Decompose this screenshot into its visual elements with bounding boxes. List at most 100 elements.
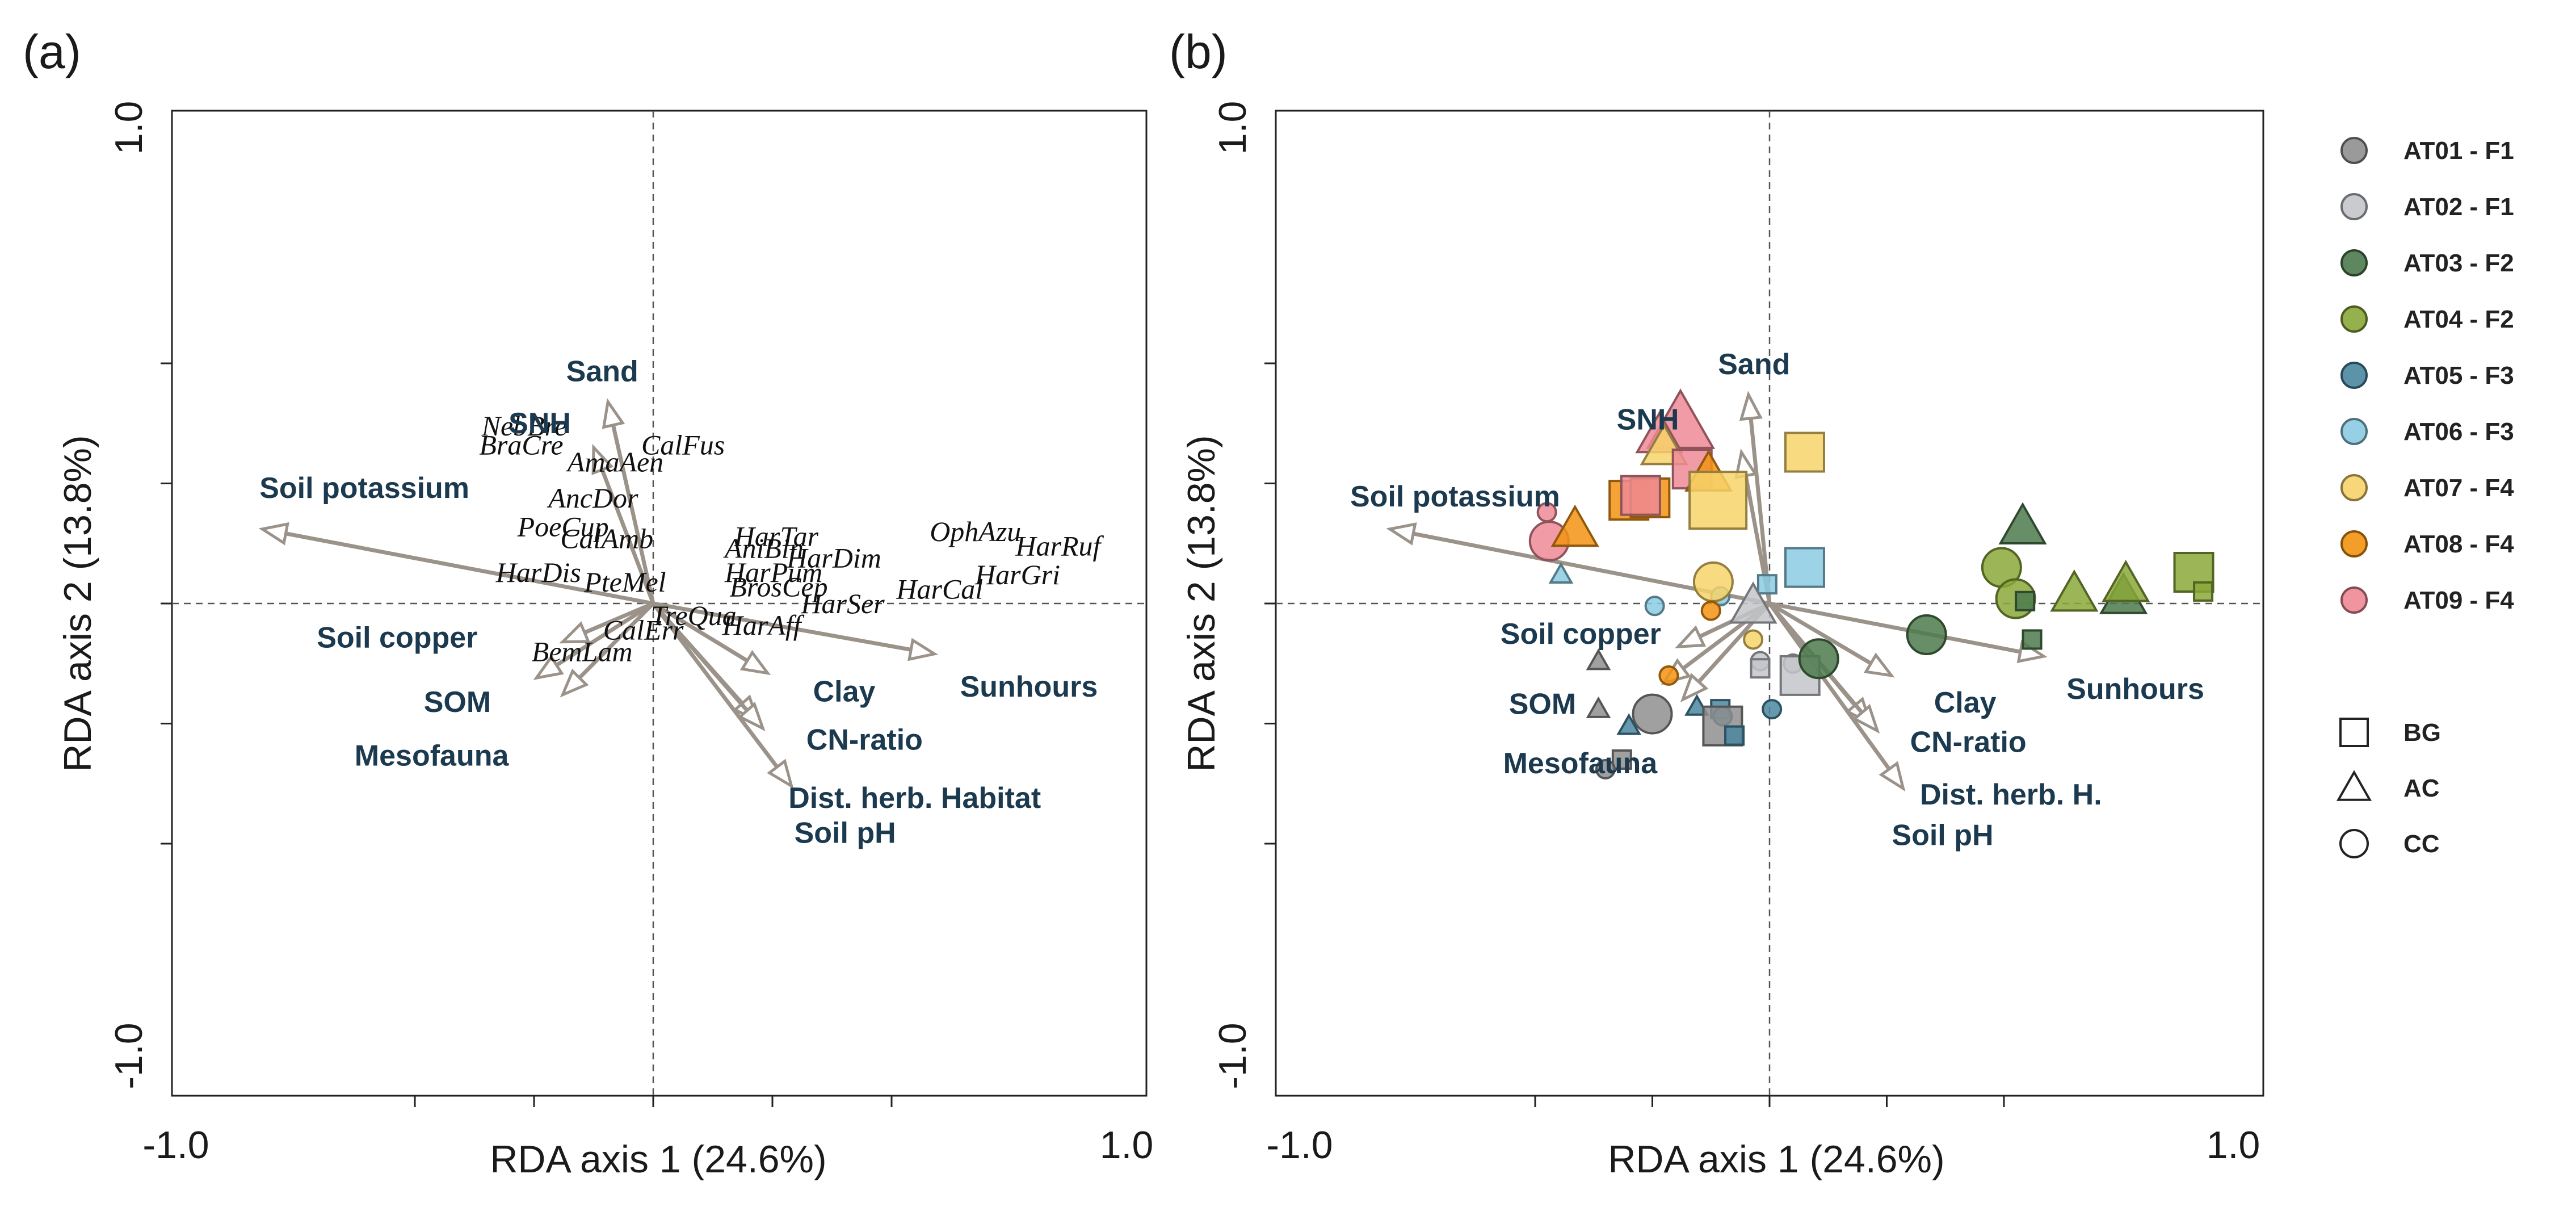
panel-b: (b) -1.0 1.0 1.0 -1.0 RDA axis 1 (24.6%)…	[1169, 25, 2264, 1181]
panel-a-ylabel: RDA axis 2 (13.8%)	[56, 435, 99, 772]
legend-marker-cc	[2339, 829, 2369, 858]
species-label-bemlam: BemLam	[532, 636, 633, 668]
legend-label-at03-f2: AT03 - F2	[2403, 249, 2514, 277]
panel-a-arrow-sunhours	[653, 601, 911, 652]
species-label-hardis: HarDis	[495, 556, 581, 588]
species-label-trequa: TreQua	[651, 600, 737, 631]
legend-marker-at04-f2	[2340, 305, 2368, 333]
point-at02-f1-triangle	[1729, 581, 1777, 624]
species-label-anibin: AniBin	[723, 533, 804, 564]
species-label-ancdor: AncDor	[547, 482, 638, 514]
panel-b-label-soil-copper: Soil copper	[1501, 618, 1661, 651]
panel-b-arrow-sand	[1749, 418, 1772, 604]
legend-marker-bg	[2339, 718, 2369, 747]
panel-a-arrow-snh	[600, 469, 655, 605]
panel-b-points	[1528, 388, 2214, 779]
point-at03-f2-circle	[1906, 614, 1947, 655]
legend-marker-at02-f1	[2340, 193, 2368, 220]
panel-b-arrow-clay	[1768, 601, 1872, 665]
panel-a-label-sand: Sand	[566, 355, 638, 388]
point-at06-f3-triangle	[1548, 561, 1574, 584]
point-at01-f1-circle	[1595, 758, 1616, 779]
panel-a-ytick-max: 1.0	[107, 101, 150, 155]
point-at06-f3-square	[1784, 547, 1825, 588]
point-at05-f3-square	[1724, 725, 1745, 746]
panel-b-arrowhead-soil-potassium	[1386, 522, 1417, 546]
legend-marker-at08-f4	[2340, 530, 2368, 558]
panel-a-arrowhead-clay	[739, 649, 771, 676]
point-at03-f2-circle	[1798, 638, 1839, 680]
legend: AT01 - F1 AT02 - F1 AT03 - F2 AT04 - F2 AT05…	[2336, 137, 2514, 858]
point-at01-f1-triangle	[1586, 696, 1611, 718]
species-label-calerr: CalErr	[603, 614, 684, 646]
panel-b-arrowhead-soil-copper	[1674, 625, 1707, 648]
legend-marker-at01-f1	[2340, 137, 2368, 164]
panel-a-label-clay: Clay	[813, 676, 876, 709]
panel-b-label-sand: Sand	[1718, 348, 1790, 381]
panel-a-arrow-soil-copper	[583, 601, 654, 635]
legend-marker-at06-f3	[2340, 418, 2368, 445]
point-at08-f4-triangle	[1550, 504, 1599, 547]
panel-b-label-snh: SNH	[1617, 404, 1679, 437]
species-label-harser: HarSer	[800, 588, 885, 619]
panel-b-arrow-soil-ph	[1768, 602, 1891, 770]
panel-a-arrowhead-sunhours	[907, 638, 939, 661]
panel-a-arrowhead-dist-herb-habitat	[737, 701, 766, 731]
point-at05-f3-triangle	[1616, 713, 1642, 735]
panel-b-arrowhead-sand	[1739, 391, 1763, 421]
panel-a-label-dist-herb-habitat: Dist. herb. Habitat	[788, 782, 1041, 815]
species-label-nebbre: NebBre	[481, 410, 568, 442]
species-label-amaaen: AmaAen	[566, 446, 663, 477]
point-at07-f4-circle	[1743, 629, 1764, 650]
species-label-haraff: HarAff	[722, 609, 805, 641]
panel-b-xtick-min: -1.0	[1266, 1124, 1333, 1167]
point-at03-f2-square	[2022, 629, 2043, 650]
panel-b-label-clay: Clay	[1934, 686, 1997, 719]
legend-marker-at09-f4	[2340, 586, 2368, 614]
panel-b-arrowhead-clay	[1863, 652, 1895, 678]
species-label-ophazu: OphAzu	[930, 516, 1021, 547]
legend-label-at06-f3: AT06 - F3	[2403, 418, 2514, 446]
panel-b-arrow-sunhours	[1769, 601, 2021, 654]
panel-a-xtick-min: -1.0	[142, 1124, 209, 1167]
panel-a-arrow-labels: Sand SNH Soil potassium Soil copper SOM Mesof…	[259, 355, 1098, 850]
panel-a-arrowhead-som	[533, 654, 564, 680]
panel-a-arrowhead-soil-copper	[559, 621, 591, 644]
legend-marker-at07-f4	[2340, 474, 2368, 501]
panel-b-ylabel: RDA axis 2 (13.8%)	[1180, 435, 1223, 772]
panel-a-ticks	[161, 362, 893, 1107]
legend-label-at07-f4: AT07 - F4	[2403, 474, 2514, 502]
panel-b-letter: (b)	[1169, 25, 1228, 78]
point-at06-f3-square	[1756, 574, 1777, 595]
panel-a-arrow-mesofauna	[578, 602, 655, 680]
panel-a-label-cn-ratio: CN-ratio	[806, 723, 923, 756]
point-at07-f4-square	[1688, 471, 1748, 530]
legend-label-cc: CC	[2403, 830, 2440, 858]
species-label-poecup: PoeCup	[517, 511, 609, 543]
panel-b-arrow-labels: Sand SNH Soil potassium Soil copper SOM Mesof…	[1350, 348, 2204, 852]
panel-b-xtick-max: 1.0	[2207, 1124, 2260, 1167]
panel-a-label-soil-ph: Soil pH	[795, 816, 896, 849]
legend-label-bg: BG	[2403, 719, 2441, 747]
legend-label-at04-f2: AT04 - F2	[2403, 305, 2514, 333]
point-at04-f2-square	[2193, 581, 2214, 602]
point-at01-f1-triangle	[1586, 648, 1611, 670]
panel-b-ticks	[1264, 362, 2005, 1107]
panel-b-ytick-min: -1.0	[1211, 1022, 1254, 1089]
panel-a-arrowhead-mesofauna	[560, 668, 589, 698]
panel-b-arrowhead-dist-herb-h	[1852, 703, 1880, 734]
species-label-harpum: HarPum	[724, 556, 822, 588]
point-at08-f4-circle	[1700, 600, 1721, 621]
point-at01-f1-square	[1611, 749, 1632, 770]
legend-label-at02-f1: AT02 - F1	[2403, 193, 2514, 221]
panel-b-label-dist-herb-h: Dist. herb. H.	[1920, 778, 2102, 811]
point-at07-f4-circle	[1692, 561, 1734, 602]
species-label-hargri: HarGri	[974, 559, 1060, 590]
species-label-calfus: CalFus	[641, 429, 725, 461]
panel-a-label-soil-potassium: Soil potassium	[259, 472, 469, 505]
species-label-bracre: BraCre	[479, 429, 563, 461]
panel-a-label-mesofauna: Mesofauna	[355, 740, 510, 773]
panel-a-arrow-soil-ph	[652, 602, 779, 769]
